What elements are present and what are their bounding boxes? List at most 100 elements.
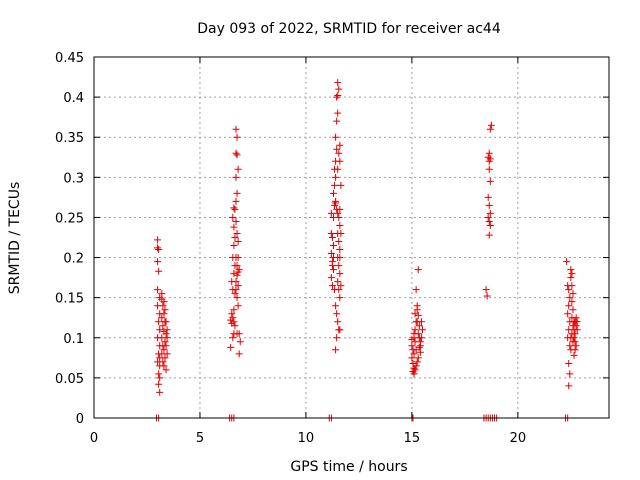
data-point xyxy=(565,359,573,367)
x-axis-label: GPS time / hours xyxy=(290,459,407,475)
data-point xyxy=(412,346,420,354)
data-point xyxy=(235,350,243,358)
data-point xyxy=(328,234,336,241)
data-point xyxy=(486,125,494,133)
data-point xyxy=(572,314,580,322)
data-point xyxy=(328,262,336,270)
data-point xyxy=(563,258,571,266)
data-point xyxy=(568,270,576,278)
data-point xyxy=(156,326,164,334)
data-point xyxy=(336,326,344,334)
data-point xyxy=(485,231,493,239)
data-point xyxy=(336,254,344,262)
data-point xyxy=(162,330,170,338)
data-point xyxy=(411,366,419,374)
data-point xyxy=(236,338,244,346)
data-point xyxy=(411,326,419,334)
data-point xyxy=(327,274,335,282)
data-point xyxy=(335,238,343,246)
data-point xyxy=(336,221,344,229)
data-point xyxy=(334,165,342,173)
data-point xyxy=(566,294,574,302)
data-point xyxy=(160,310,168,318)
data-point xyxy=(410,330,418,338)
data-point xyxy=(158,314,166,322)
data-point xyxy=(155,267,163,275)
y-tick-label: 0.45 xyxy=(55,51,84,66)
data-point xyxy=(572,322,580,330)
data-point xyxy=(158,290,166,298)
x-tick-label: 20 xyxy=(510,431,527,446)
y-axis-label: SRMTID / TECUs xyxy=(7,182,23,295)
data-point xyxy=(333,145,341,153)
data-point xyxy=(231,322,239,330)
data-point xyxy=(486,209,494,217)
data-point xyxy=(564,310,572,318)
data-point xyxy=(329,189,337,197)
data-point xyxy=(160,362,168,370)
data-point xyxy=(159,302,167,310)
data-point xyxy=(418,326,426,334)
data-point xyxy=(336,270,344,278)
x-tick-label: 15 xyxy=(404,431,421,446)
data-point xyxy=(565,382,573,390)
data-point xyxy=(329,242,337,250)
data-point xyxy=(569,338,577,346)
y-tick-label: 0 xyxy=(76,412,84,427)
data-point xyxy=(232,197,240,205)
x-tick-label: 0 xyxy=(90,431,98,446)
data-point xyxy=(161,354,169,362)
data-point xyxy=(568,282,576,290)
data-point xyxy=(413,358,421,366)
data-point xyxy=(329,254,337,262)
data-point xyxy=(411,310,419,318)
data-point xyxy=(414,311,422,319)
x-tick-label: 10 xyxy=(298,431,315,446)
data-point xyxy=(412,286,420,294)
data-point xyxy=(230,306,238,314)
data-point xyxy=(334,278,342,286)
data-point xyxy=(408,342,416,350)
data-point xyxy=(333,93,341,101)
data-point xyxy=(332,302,340,310)
data-point xyxy=(162,342,170,350)
data-point xyxy=(154,286,162,294)
data-point xyxy=(159,322,167,330)
data-point xyxy=(416,348,424,356)
data-point xyxy=(232,278,240,286)
data-point xyxy=(336,246,344,254)
data-point xyxy=(334,209,342,217)
data-point xyxy=(336,294,344,302)
data-point xyxy=(232,286,240,294)
data-point xyxy=(410,370,418,378)
data-point xyxy=(335,262,343,270)
data-point xyxy=(231,290,239,298)
data-point xyxy=(417,318,425,326)
data-point xyxy=(327,229,335,237)
data-point xyxy=(567,274,575,282)
data-point xyxy=(415,322,423,330)
data-point xyxy=(335,213,343,221)
data-point xyxy=(485,165,493,173)
data-point xyxy=(327,209,335,217)
data-point xyxy=(487,121,495,129)
data-point xyxy=(231,205,239,213)
data-point xyxy=(573,326,581,334)
data-point xyxy=(230,204,238,212)
data-point xyxy=(333,117,341,125)
data-point xyxy=(159,358,167,366)
data-point xyxy=(335,85,343,93)
data-point xyxy=(234,238,242,246)
data-point xyxy=(571,346,579,354)
data-point xyxy=(162,318,170,326)
data-point xyxy=(567,334,575,342)
x-tick-label: 5 xyxy=(196,431,204,446)
data-point xyxy=(332,197,340,205)
y-tick-label: 0.1 xyxy=(63,332,84,347)
data-point xyxy=(156,388,164,396)
y-tick-label: 0.35 xyxy=(55,131,84,146)
data-point xyxy=(163,326,171,334)
data-point xyxy=(161,338,169,346)
data-point xyxy=(228,310,236,318)
data-point xyxy=(408,354,416,362)
